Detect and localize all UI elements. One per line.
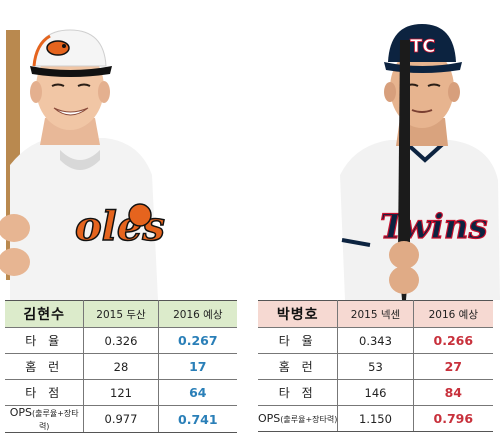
table-header-row: 김현수 2015 두산 2016 예상 <box>5 300 237 328</box>
park-byung-ho-photo: Twins TC <box>330 0 500 300</box>
ops-sublabel: (출루율+장타력) <box>32 409 79 431</box>
bat <box>398 40 410 300</box>
jersey <box>340 140 500 300</box>
jersey <box>10 138 158 300</box>
stat-label: 타 점 <box>258 379 339 406</box>
column-header-2016: 2016 예상 <box>412 300 493 328</box>
stat-value-2015: 0.326 <box>83 327 159 354</box>
stat-label: 타 율 <box>5 327 85 354</box>
table-row: 타 율 0.343 0.266 <box>258 327 493 354</box>
stat-value-2016: 27 <box>412 353 493 380</box>
table-row: 홈 런 28 17 <box>5 353 237 380</box>
column-header-2015: 2015 넥센 <box>337 300 414 328</box>
table-row: 홈 런 53 27 <box>258 353 493 380</box>
table-row: OPS(출루율+장타력) 0.977 0.741 <box>5 405 237 433</box>
ops-label: OPS <box>258 412 281 425</box>
stat-label: 홈 런 <box>5 353 85 380</box>
park-byung-ho-stats-table: 박병호 2015 넥센 2016 예상 타 율 0.343 0.266 홈 런 … <box>258 300 493 432</box>
table-row: 타 율 0.326 0.267 <box>5 327 237 354</box>
stat-value-2015: 53 <box>337 353 414 380</box>
stat-label: 홈 런 <box>258 353 339 380</box>
column-header-2016: 2016 예상 <box>157 300 237 328</box>
stat-value-2016: 0.796 <box>412 405 493 432</box>
stat-value-2015: 121 <box>83 379 159 406</box>
sleeve-patch <box>128 203 152 227</box>
table-row: 타 점 121 64 <box>5 379 237 406</box>
table-header-row: 박병호 2015 넥센 2016 예상 <box>258 300 493 328</box>
player-name: 박병호 <box>258 300 339 328</box>
stat-value-2016: 64 <box>157 379 237 406</box>
orioles-bird-logo <box>46 40 70 56</box>
stat-value-2015: 0.343 <box>337 327 414 354</box>
column-header-2015: 2015 두산 <box>83 300 159 328</box>
stat-value-2015: 0.977 <box>83 405 159 433</box>
ops-sublabel: (출루율+장타력) <box>280 415 338 424</box>
stat-value-2016: 0.266 <box>412 327 493 354</box>
stat-value-2015: 28 <box>83 353 159 380</box>
twins-tc-logo: TC <box>410 36 436 57</box>
jersey-lettering: Twins <box>380 207 488 247</box>
player-name: 김현수 <box>5 300 85 328</box>
table-row: OPS(출루율+장타력) 1.150 0.796 <box>258 405 493 432</box>
stat-value-2016: 0.267 <box>157 327 237 354</box>
cap-brim <box>30 66 112 77</box>
stat-value-2015: 1.150 <box>337 405 414 432</box>
stat-label: 타 율 <box>258 327 339 354</box>
jersey-lettering: oles <box>75 203 165 250</box>
stat-value-2016: 17 <box>157 353 237 380</box>
stat-value-2016: 84 <box>412 379 493 406</box>
kim-hyun-soo-photo: oles <box>0 0 170 300</box>
stat-label: 타 점 <box>5 379 85 406</box>
cap <box>33 29 107 67</box>
stat-label-ops: OPS(출루율+장타력) <box>5 405 85 433</box>
kim-hyun-soo-stats-table: 김현수 2015 두산 2016 예상 타 율 0.326 0.267 홈 런 … <box>5 300 237 433</box>
stat-value-2015: 146 <box>337 379 414 406</box>
ops-label: OPS <box>9 406 33 419</box>
table-row: 타 점 146 84 <box>258 379 493 406</box>
stat-label-ops: OPS(출루율+장타력) <box>258 405 339 432</box>
stat-value-2016: 0.741 <box>157 405 237 433</box>
